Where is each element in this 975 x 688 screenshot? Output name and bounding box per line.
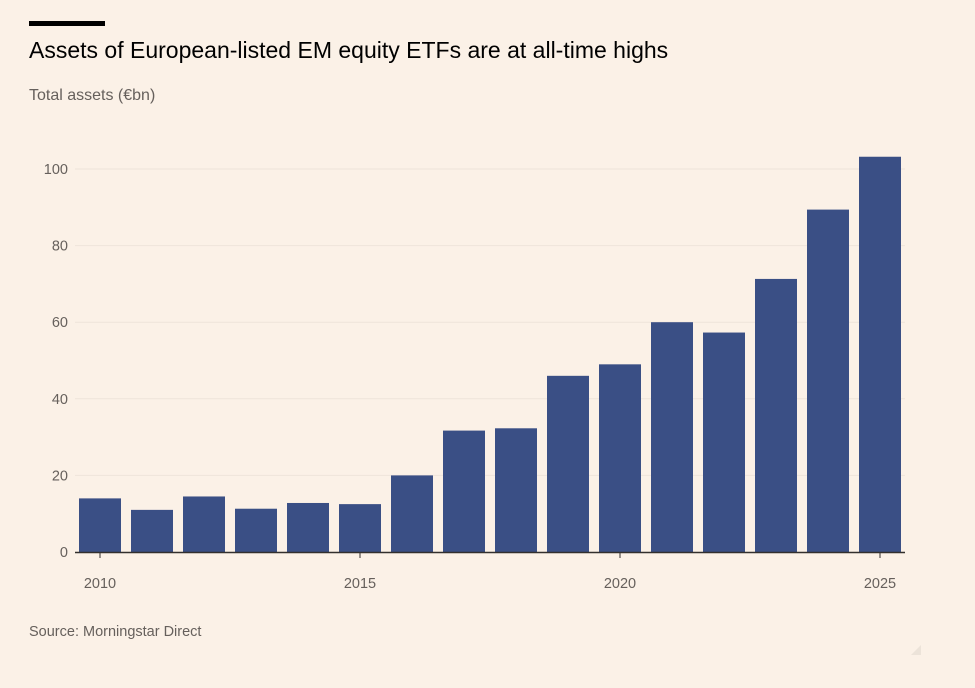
bar-2022: [703, 332, 745, 552]
resize-corner-mark: [911, 645, 921, 655]
y-axis-labels: 0 20 40 60 80 100: [44, 162, 68, 561]
x-axis: [75, 551, 905, 558]
y-tick-label: 80: [52, 239, 68, 255]
bar-2021: [651, 322, 693, 552]
chart-title: Assets of European-listed EM equity ETFs…: [29, 37, 669, 63]
bar-2024: [807, 209, 849, 552]
x-axis-labels: 2010 2015 2020 2025: [84, 576, 896, 592]
bar-2015: [339, 504, 381, 552]
x-tick-label: 2020: [604, 576, 636, 592]
bar-2017: [443, 430, 485, 552]
bar-2013: [235, 508, 277, 552]
x-tick-label: 2010: [84, 576, 116, 592]
header-rule: [29, 21, 105, 26]
y-tick-label: 100: [44, 162, 68, 178]
y-tick-label: 0: [60, 545, 68, 561]
bars: [79, 156, 901, 552]
bar-2010: [79, 498, 121, 552]
bar-2019: [547, 375, 589, 552]
bar-2018: [495, 428, 537, 552]
source-note: Source: Morningstar Direct: [29, 624, 202, 640]
bar-2025: [859, 156, 901, 552]
bar-2011: [131, 509, 173, 552]
bar-2020: [599, 364, 641, 552]
chart-subtitle: Total assets (€bn): [29, 87, 156, 104]
y-tick-label: 60: [52, 315, 68, 331]
bar-2023: [755, 278, 797, 552]
y-tick-label: 20: [52, 468, 68, 484]
bar-2014: [287, 502, 329, 552]
y-tick-label: 40: [52, 392, 68, 408]
x-tick-label: 2015: [344, 576, 376, 592]
x-tick-label: 2025: [864, 576, 896, 592]
bar-2012: [183, 496, 225, 552]
bar-2016: [391, 475, 433, 552]
